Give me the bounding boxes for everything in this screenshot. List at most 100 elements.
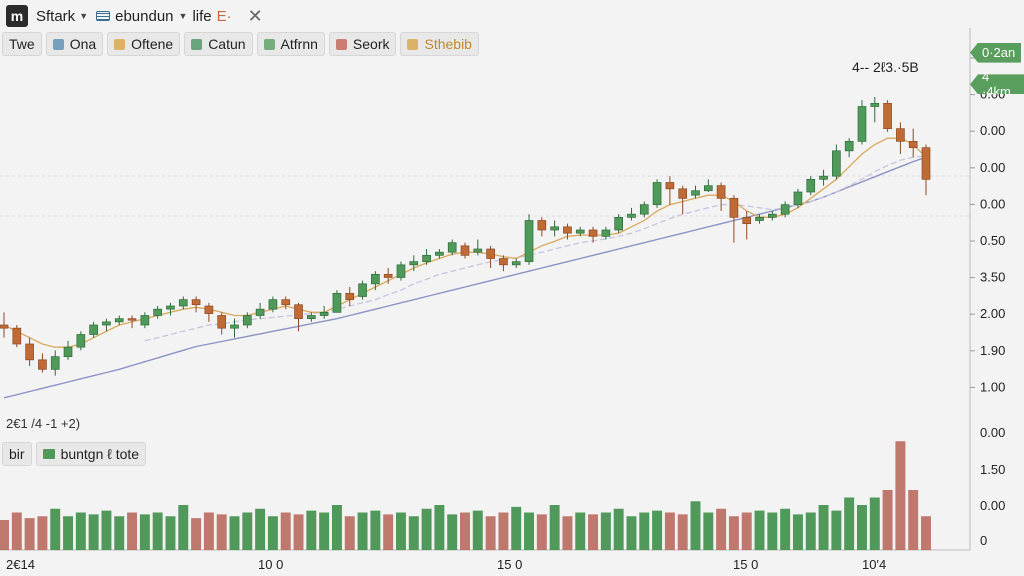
- chevron-down-icon: ▼: [79, 11, 89, 21]
- candle-body: [678, 188, 688, 199]
- candle-body: [178, 299, 188, 307]
- indicator-chip-label: Catun: [208, 36, 246, 52]
- candle-body: [729, 197, 739, 218]
- volume-bar: [50, 508, 61, 550]
- price-tag: 0·2an: [970, 42, 1022, 63]
- volume-bar: [536, 514, 547, 550]
- volume-legend-label: buntgn ℓ tote: [60, 446, 140, 462]
- volume-bar: [460, 512, 470, 550]
- candle-body: [255, 308, 265, 316]
- candle-body: [0, 324, 9, 329]
- indicator-chip[interactable]: Atfrnn: [256, 32, 325, 56]
- candle-body: [614, 216, 623, 231]
- volume-bar: [434, 505, 445, 550]
- indicator-chip[interactable]: Catun: [184, 32, 253, 56]
- volume-bar: [255, 508, 266, 550]
- candle-body: [921, 147, 931, 180]
- volume-bar: [242, 512, 253, 550]
- volume-bar: [652, 510, 663, 550]
- volume-bar: [472, 510, 483, 550]
- volume-bar: [549, 505, 560, 550]
- candle-body: [627, 213, 636, 218]
- volume-bar: [895, 441, 906, 550]
- candle-body: [319, 311, 329, 316]
- candle-body: [371, 273, 380, 285]
- candle-body: [819, 175, 828, 180]
- volume-bar: [88, 514, 99, 550]
- close-icon[interactable]: ✕: [247, 5, 263, 26]
- volume-bar: [191, 518, 202, 550]
- candle-body: [12, 327, 22, 345]
- candle-body: [473, 248, 483, 253]
- candle-body: [358, 283, 367, 297]
- volume-bar: [357, 512, 368, 550]
- volume-bar: [114, 516, 125, 550]
- volume-tick-label: 1.50: [980, 462, 1005, 477]
- volume-bar: [152, 512, 163, 550]
- volume-bar: [306, 510, 317, 550]
- indicator-chip[interactable]: Twe: [2, 32, 42, 56]
- candle-body: [38, 359, 47, 370]
- indicator-selector[interactable]: ebundun ▼ life E·: [96, 8, 232, 25]
- indicator-chip[interactable]: Ona: [45, 32, 104, 56]
- volume-bar: [613, 508, 624, 550]
- candle-body: [217, 315, 227, 329]
- price-tick-label: 1.90: [980, 343, 1005, 358]
- volume-bar: [344, 516, 355, 550]
- volume-bar: [267, 516, 278, 550]
- price-tick-label: 0.00: [980, 160, 1005, 175]
- indicator-chip[interactable]: Seork: [328, 32, 397, 56]
- volume-bar: [716, 508, 727, 550]
- volume-bar: [203, 512, 214, 550]
- candle-body: [537, 220, 547, 231]
- volume-legend-left-label: bir: [9, 446, 25, 462]
- candle-body: [435, 251, 444, 256]
- volume-legend-item[interactable]: buntgn ℓ tote: [35, 442, 147, 466]
- volume-bar: [792, 514, 803, 550]
- volume-bar: [229, 516, 240, 550]
- candle-body: [345, 292, 355, 301]
- candle-body: [102, 321, 111, 326]
- candle-body: [383, 273, 393, 278]
- volume-bar: [165, 516, 176, 550]
- volume-bar: [280, 512, 291, 550]
- indicator-chip[interactable]: Oftene: [107, 32, 181, 56]
- volume-bar: [831, 510, 842, 550]
- indicator-chip[interactable]: Sthebib: [400, 32, 479, 56]
- app-logo[interactable]: m: [6, 5, 28, 27]
- candle-body: [153, 308, 162, 316]
- candle-body: [486, 248, 495, 259]
- candle-body: [281, 299, 291, 306]
- candle-body: [883, 102, 892, 130]
- candle-body: [908, 140, 918, 149]
- ohlc-readout: 2€1 /4 -1 +2): [6, 416, 81, 431]
- candle-body: [780, 204, 790, 215]
- volume-tick-label: 0.00: [980, 498, 1005, 513]
- candle-body: [588, 229, 598, 237]
- volume-bar: [664, 512, 675, 550]
- indicator-icon: [96, 11, 111, 21]
- volume-bar: [331, 505, 342, 550]
- shield-icon: [263, 38, 275, 50]
- price-tag-label: 4 ·4km: [982, 69, 1011, 100]
- price-tick-label: 0.00: [980, 196, 1005, 211]
- volume-bar: [370, 510, 381, 550]
- volume-legend-left[interactable]: bir: [2, 442, 32, 466]
- candle-body: [114, 318, 124, 323]
- candle-body: [524, 220, 534, 263]
- volume-bar: [511, 506, 522, 550]
- candle-body: [844, 140, 854, 152]
- indicator-chip-label: Ona: [69, 36, 97, 52]
- indicator-chips: Twe Ona Oftene Catun Atfrnn Seork Sthebib: [2, 32, 479, 56]
- volume-bar: [741, 512, 752, 550]
- volume-bar: [754, 510, 765, 550]
- candle-body: [550, 226, 559, 231]
- candle-body: [665, 182, 675, 190]
- volume-bar: [780, 508, 791, 550]
- symbol-selector[interactable]: Sftark ▼: [36, 8, 88, 25]
- volume-bar: [178, 505, 189, 550]
- candle-body: [639, 204, 649, 215]
- extra-label: E·: [216, 7, 232, 25]
- candle-body: [396, 264, 406, 278]
